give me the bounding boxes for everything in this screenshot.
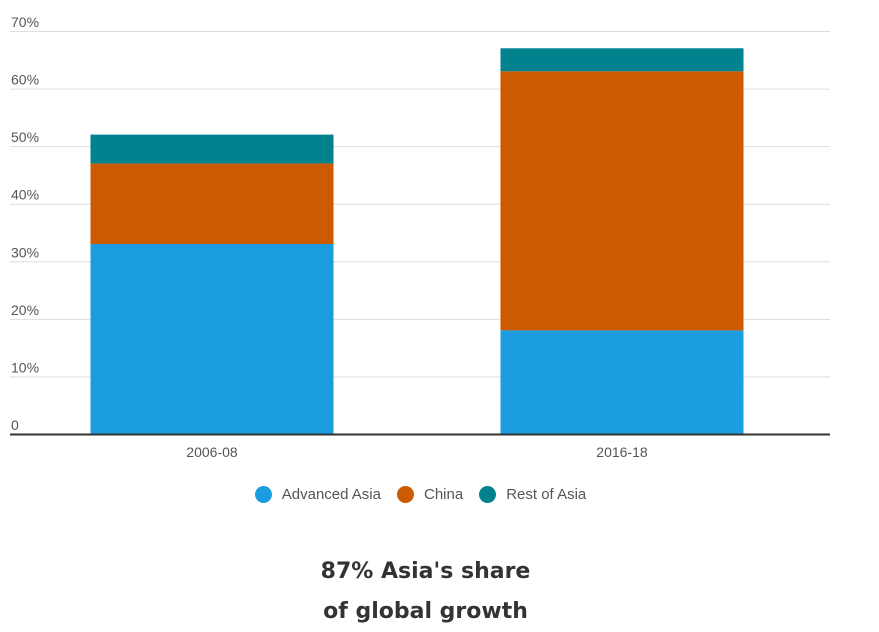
legend-swatch-china xyxy=(397,486,414,503)
x-axis-ticks: 2006-08 2016-18 xyxy=(186,444,648,460)
stacked-bar-chart: 0 10% 20% 30% 40% 50% 60% 70% 2006-08 2016-18 xyxy=(10,14,830,460)
legend-label-china: China xyxy=(424,486,464,503)
y-tick-label: 50% xyxy=(11,129,39,145)
legend-item-rest-of-asia[interactable]: Rest of Asia xyxy=(479,486,586,503)
y-tick-label: 0 xyxy=(11,417,19,433)
legend: Advanced Asia China Rest of Asia xyxy=(0,486,841,503)
caption: 87% Asia's share of global growth xyxy=(0,552,851,632)
y-tick-label: 40% xyxy=(11,187,39,203)
x-tick-label: 2006-08 xyxy=(186,444,238,460)
legend-label-rest-of-asia: Rest of Asia xyxy=(506,486,587,503)
caption-line-1: 87% Asia's share xyxy=(320,559,531,584)
caption-line-2: of global growth xyxy=(323,599,528,624)
legend-item-advanced-asia[interactable]: Advanced Asia xyxy=(254,486,381,503)
legend-item-china[interactable]: China xyxy=(397,486,463,503)
legend-label-advanced-asia: Advanced Asia xyxy=(281,486,381,503)
y-tick-label: 60% xyxy=(11,72,39,88)
bar-rest-of-asia-2006-08[interactable] xyxy=(90,134,334,164)
bar-advanced-asia-2006-08[interactable] xyxy=(90,244,334,434)
legend-swatch-rest-of-asia xyxy=(479,486,497,503)
y-tick-label: 30% xyxy=(11,244,39,260)
bar-china-2016-18[interactable] xyxy=(500,71,744,331)
bar-china-2006-08[interactable] xyxy=(90,163,334,245)
legend-swatch-advanced-asia xyxy=(254,486,272,503)
bar-advanced-asia-2016-18[interactable] xyxy=(500,330,744,434)
bar-rest-of-asia-2016-18[interactable] xyxy=(500,48,744,72)
bars xyxy=(90,48,744,434)
y-tick-label: 70% xyxy=(11,14,39,30)
y-tick-label: 10% xyxy=(11,359,39,375)
x-tick-label: 2016-18 xyxy=(596,444,648,460)
y-tick-label: 20% xyxy=(11,302,39,318)
y-axis-ticks: 0 10% 20% 30% 40% 50% 60% 70% xyxy=(11,14,39,433)
